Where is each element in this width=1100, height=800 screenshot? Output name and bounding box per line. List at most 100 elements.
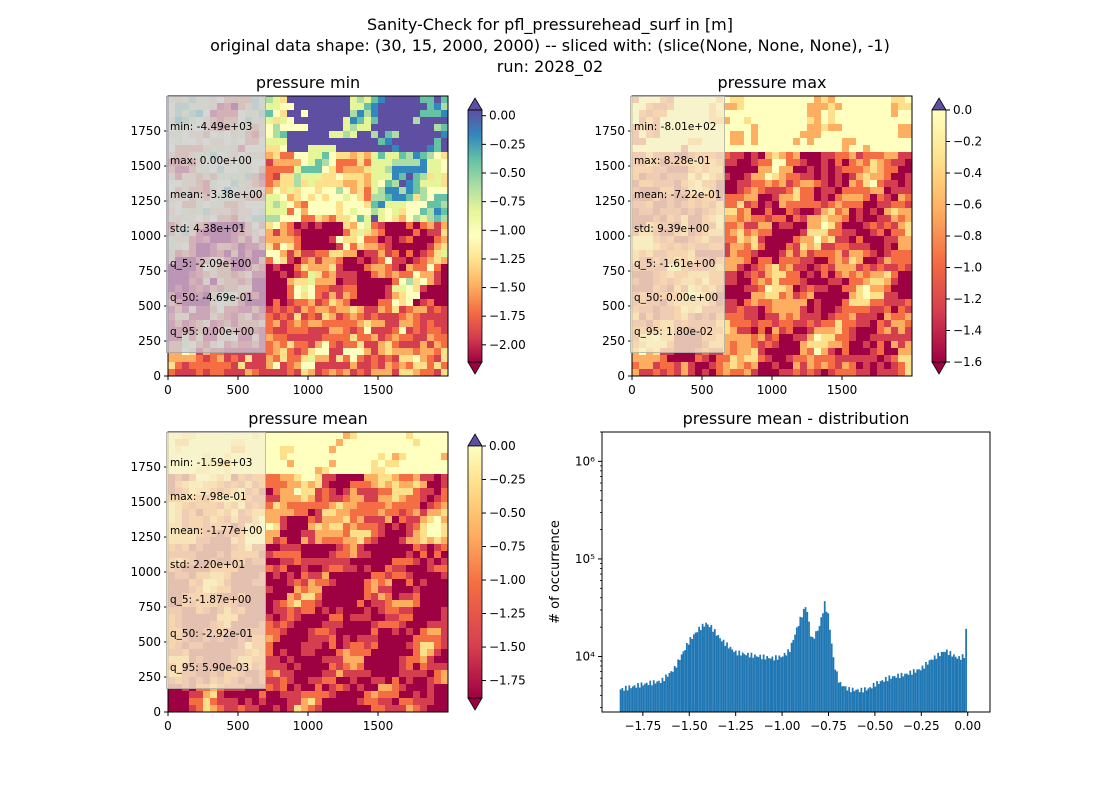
histogram-bar (815, 631, 817, 712)
histogram-bar (717, 635, 720, 712)
heatmap-cell (343, 278, 350, 285)
heatmap-cell (751, 264, 758, 271)
heatmap-cell (287, 474, 294, 481)
heatmap-cell (273, 299, 280, 306)
heatmap-cell (427, 313, 434, 320)
heatmap-cell (828, 166, 835, 173)
heatmap-cell (301, 201, 308, 208)
heatmap-cell (385, 488, 392, 495)
heatmap-cell (392, 194, 399, 201)
heatmap-cell (371, 334, 378, 341)
heatmap-cell (315, 474, 322, 481)
heatmap-cell (413, 306, 420, 313)
heatmap-cell (371, 551, 378, 558)
heatmap-cell (863, 327, 870, 334)
heatmap-cell (392, 481, 399, 488)
histogram-bar (638, 687, 641, 712)
heatmap-cell (730, 138, 737, 145)
heatmap-cell (336, 677, 343, 684)
heatmap-cell (758, 271, 765, 278)
heatmap-cell (751, 124, 758, 131)
heatmap-cell (758, 173, 765, 180)
heatmap-cell (329, 229, 336, 236)
heatmap-cell (814, 152, 821, 159)
heatmap-cell (308, 705, 315, 712)
heatmap-cell (835, 257, 842, 264)
heatmap-cell (406, 628, 413, 635)
heatmap-cell (441, 677, 448, 684)
heatmap-cell (420, 523, 427, 530)
heatmap-cell (273, 215, 280, 222)
heatmap-cell (371, 110, 378, 117)
heatmap-cell (835, 369, 842, 376)
histogram-bar (932, 659, 934, 712)
heatmap-cell (413, 257, 420, 264)
histogram-bar (865, 690, 868, 712)
heatmap-cell (385, 544, 392, 551)
heatmap-cell (364, 663, 371, 670)
heatmap-cell (891, 313, 898, 320)
heatmap-cell (399, 369, 406, 376)
heatmap-cell (828, 159, 835, 166)
heatmap-cell (751, 236, 758, 243)
colorbar-tick-label: −0.6 (953, 198, 982, 212)
heatmap-cell (399, 348, 406, 355)
heatmap-cell (793, 215, 800, 222)
colorbar-body (931, 109, 947, 363)
heatmap-cell (434, 537, 441, 544)
heatmap-cell (329, 166, 336, 173)
heatmap-cell (385, 215, 392, 222)
heatmap-cell (399, 453, 406, 460)
heatmap-cell (308, 698, 315, 705)
heatmap-cell (378, 299, 385, 306)
heatmap-cell (308, 656, 315, 663)
heatmap-cell (364, 341, 371, 348)
heatmap-cell (280, 341, 287, 348)
heatmap-cell (427, 509, 434, 516)
heatmap-cell (273, 551, 280, 558)
heatmap-cell (814, 201, 821, 208)
heatmap-cell (329, 222, 336, 229)
histogram-bar (633, 685, 636, 712)
heatmap-cell (898, 334, 905, 341)
heatmap-cell (357, 152, 364, 159)
heatmap-cell (287, 334, 294, 341)
heatmap-cell (329, 530, 336, 537)
histogram-bar (857, 689, 859, 712)
heatmap-cell (751, 173, 758, 180)
heatmap-cell (849, 222, 856, 229)
heatmap-cell (863, 194, 870, 201)
heatmap-cell (322, 222, 329, 229)
heatmap-cell (287, 362, 294, 369)
heatmap-cell (350, 159, 357, 166)
heatmap-cell (273, 474, 280, 481)
heatmap-cell (329, 257, 336, 264)
heatmap-cell (898, 320, 905, 327)
heatmap-cell (420, 180, 427, 187)
heatmap-cell (273, 544, 280, 551)
heatmap-cell (434, 327, 441, 334)
heatmap-cell (364, 530, 371, 537)
y-tick-label: 500 (602, 299, 625, 313)
histogram-bar (675, 667, 678, 712)
x-tick-label: 500 (227, 383, 250, 397)
heatmap-cell (308, 208, 315, 215)
stat-line: mean: -7.22e-01 (634, 189, 722, 202)
heatmap-cell (702, 362, 709, 369)
heatmap-cell (406, 166, 413, 173)
heatmap-cell (905, 131, 912, 138)
heatmap-cell (364, 558, 371, 565)
heatmap-cell (343, 131, 350, 138)
heatmap-cell (730, 341, 737, 348)
heatmap-cell (765, 159, 772, 166)
heatmap-cell (336, 579, 343, 586)
heatmap-cell (877, 229, 884, 236)
heatmap-cell (427, 320, 434, 327)
heatmap-cell (427, 369, 434, 376)
heatmap-cell (350, 229, 357, 236)
histogram-bar (775, 655, 777, 712)
panel-title-mean: pressure mean (248, 409, 368, 428)
heatmap-cell (175, 691, 182, 698)
heatmap-cell (441, 166, 448, 173)
heatmap-cell (800, 306, 807, 313)
